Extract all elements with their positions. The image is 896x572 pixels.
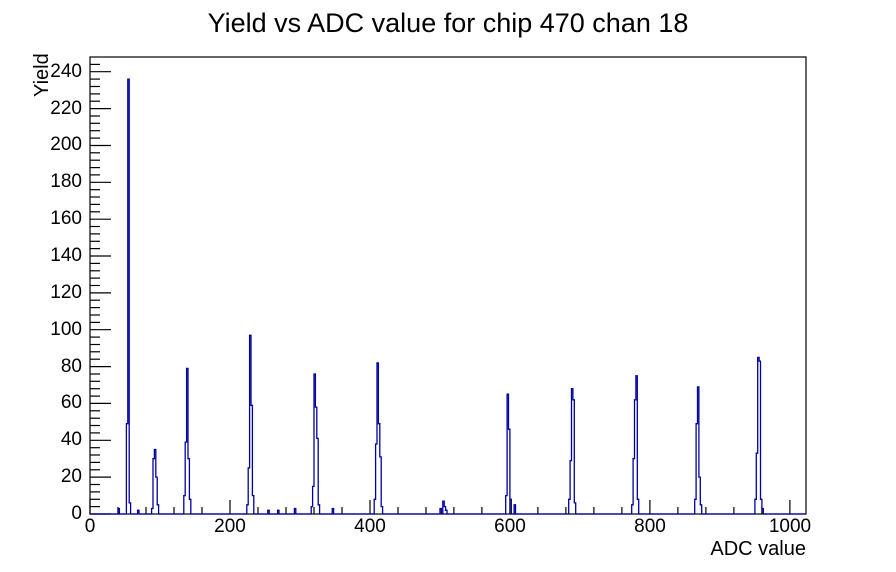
y-tick-label: 100 bbox=[50, 319, 82, 340]
y-tick-label: 120 bbox=[50, 282, 82, 303]
y-tick-label: 0 bbox=[71, 503, 82, 524]
y-tick-label: 40 bbox=[60, 429, 82, 450]
x-tick-label: 400 bbox=[354, 516, 386, 537]
y-tick-label: 20 bbox=[60, 466, 82, 487]
x-tick-label: 0 bbox=[84, 516, 96, 537]
x-tick-label: 200 bbox=[214, 516, 246, 537]
x-tick-label: 600 bbox=[494, 516, 526, 537]
y-tick-label: 180 bbox=[50, 171, 82, 192]
y-tick-label: 160 bbox=[50, 208, 82, 229]
chart-title: Yield vs ADC value for chip 470 chan 18 bbox=[207, 8, 689, 38]
x-axis-title: ADC value bbox=[710, 538, 806, 560]
histogram-line bbox=[90, 78, 806, 515]
y-tick-label: 200 bbox=[50, 134, 82, 155]
y-tick-label: 140 bbox=[50, 245, 82, 266]
y-tick-label: 60 bbox=[60, 392, 82, 413]
x-tick-label: 800 bbox=[634, 516, 666, 537]
y-tick-label: 80 bbox=[60, 356, 82, 377]
x-tick-label: 1000 bbox=[768, 516, 812, 537]
y-tick-label: 220 bbox=[50, 98, 82, 119]
y-tick-label: 240 bbox=[50, 61, 82, 82]
